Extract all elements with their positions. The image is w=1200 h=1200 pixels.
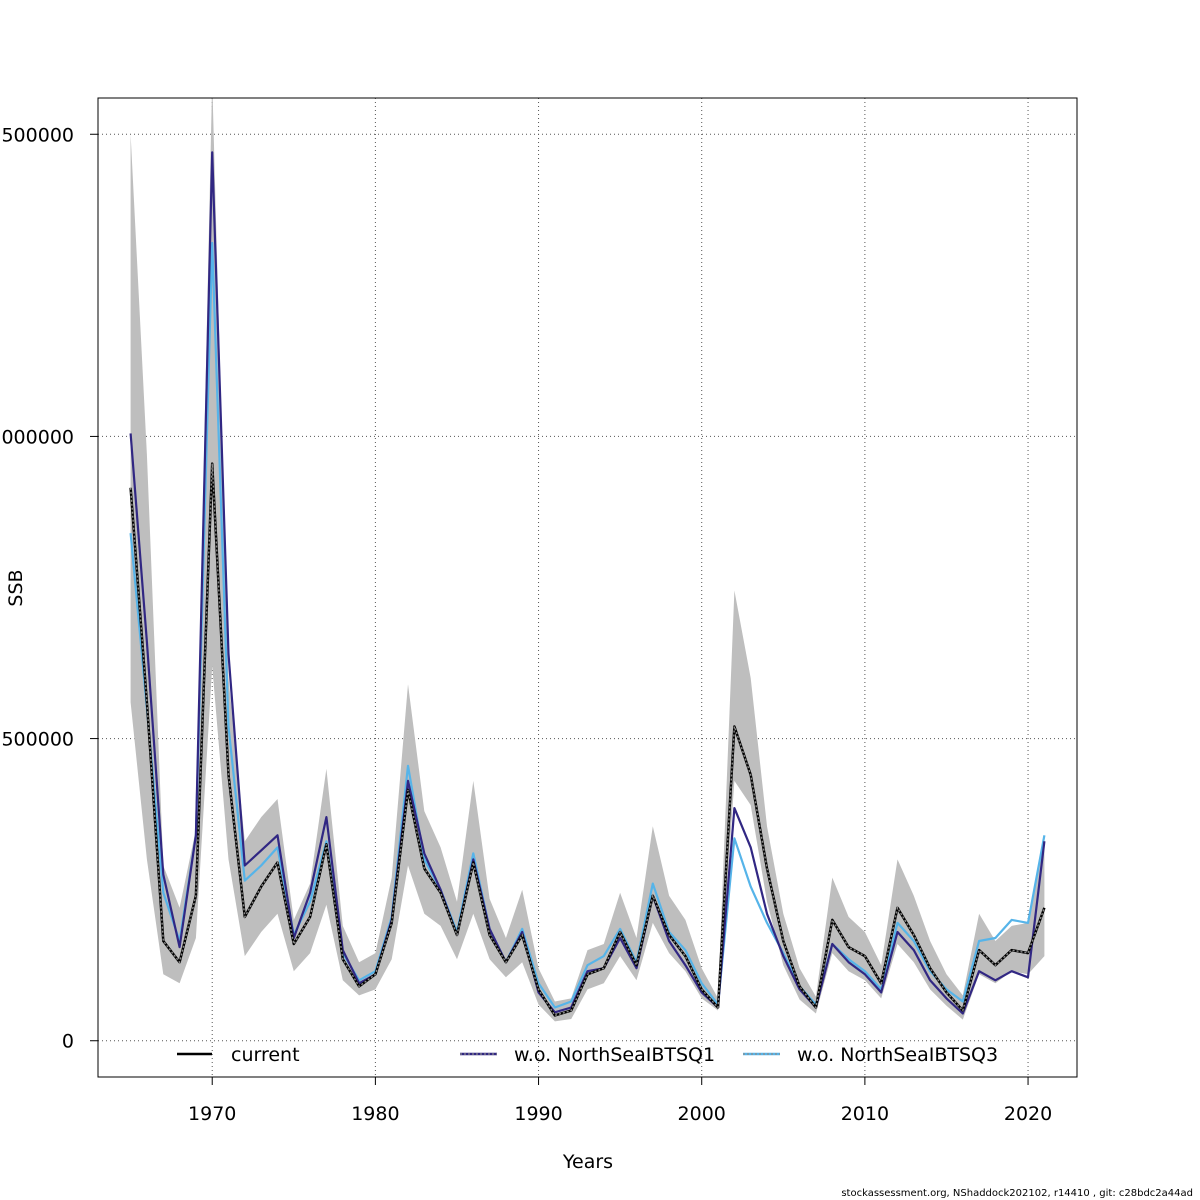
x-tick-label: 1970: [188, 1103, 236, 1125]
legend-label-w-o-northseaibtsq3: w.o. NorthSeaIBTSQ3: [797, 1044, 998, 1066]
x-tick-label: 1980: [351, 1103, 399, 1125]
y-tick-label: 1000000: [0, 426, 74, 448]
y-tick-label: 0: [62, 1031, 74, 1053]
series-line-w-o-northseaibtsq3: [129, 241, 1046, 1009]
series-line-current-overlay: [129, 463, 1046, 1017]
y-tick-label: 500000: [1, 729, 74, 751]
x-tick-label: 2000: [678, 1103, 726, 1125]
plot-frame: [97, 97, 1078, 1078]
confidence-band-area: [130, 98, 1045, 1022]
y-axis: 0 500000 1000000 1500000: [0, 124, 98, 1053]
y-axis-title: SSB: [5, 569, 27, 606]
x-tick-label: 2020: [1004, 1103, 1052, 1125]
legend-label-current: current: [231, 1044, 300, 1066]
footer-credit: stockassessment.org, NShaddock202102, r1…: [841, 1188, 1193, 1199]
x-axis-title: Years: [562, 1151, 613, 1173]
x-tick-label: 2010: [841, 1103, 889, 1125]
confidence-band: [130, 98, 1045, 1022]
legend: current w.o. NorthSeaIBTSQ1 w.o. NorthSeaI…: [177, 1044, 998, 1066]
legend-label-w-o-northseaibtsq1: w.o. NorthSeaIBTSQ1: [514, 1044, 715, 1066]
x-axis: 1970 1980 1990 2000 2010 2020: [188, 1077, 1052, 1125]
series-line-w-o-northseaibtsq1: [129, 151, 1046, 1015]
y-tick-label: 1500000: [0, 124, 74, 146]
series-lines: [129, 151, 1046, 1017]
x-tick-label: 1990: [514, 1103, 562, 1125]
